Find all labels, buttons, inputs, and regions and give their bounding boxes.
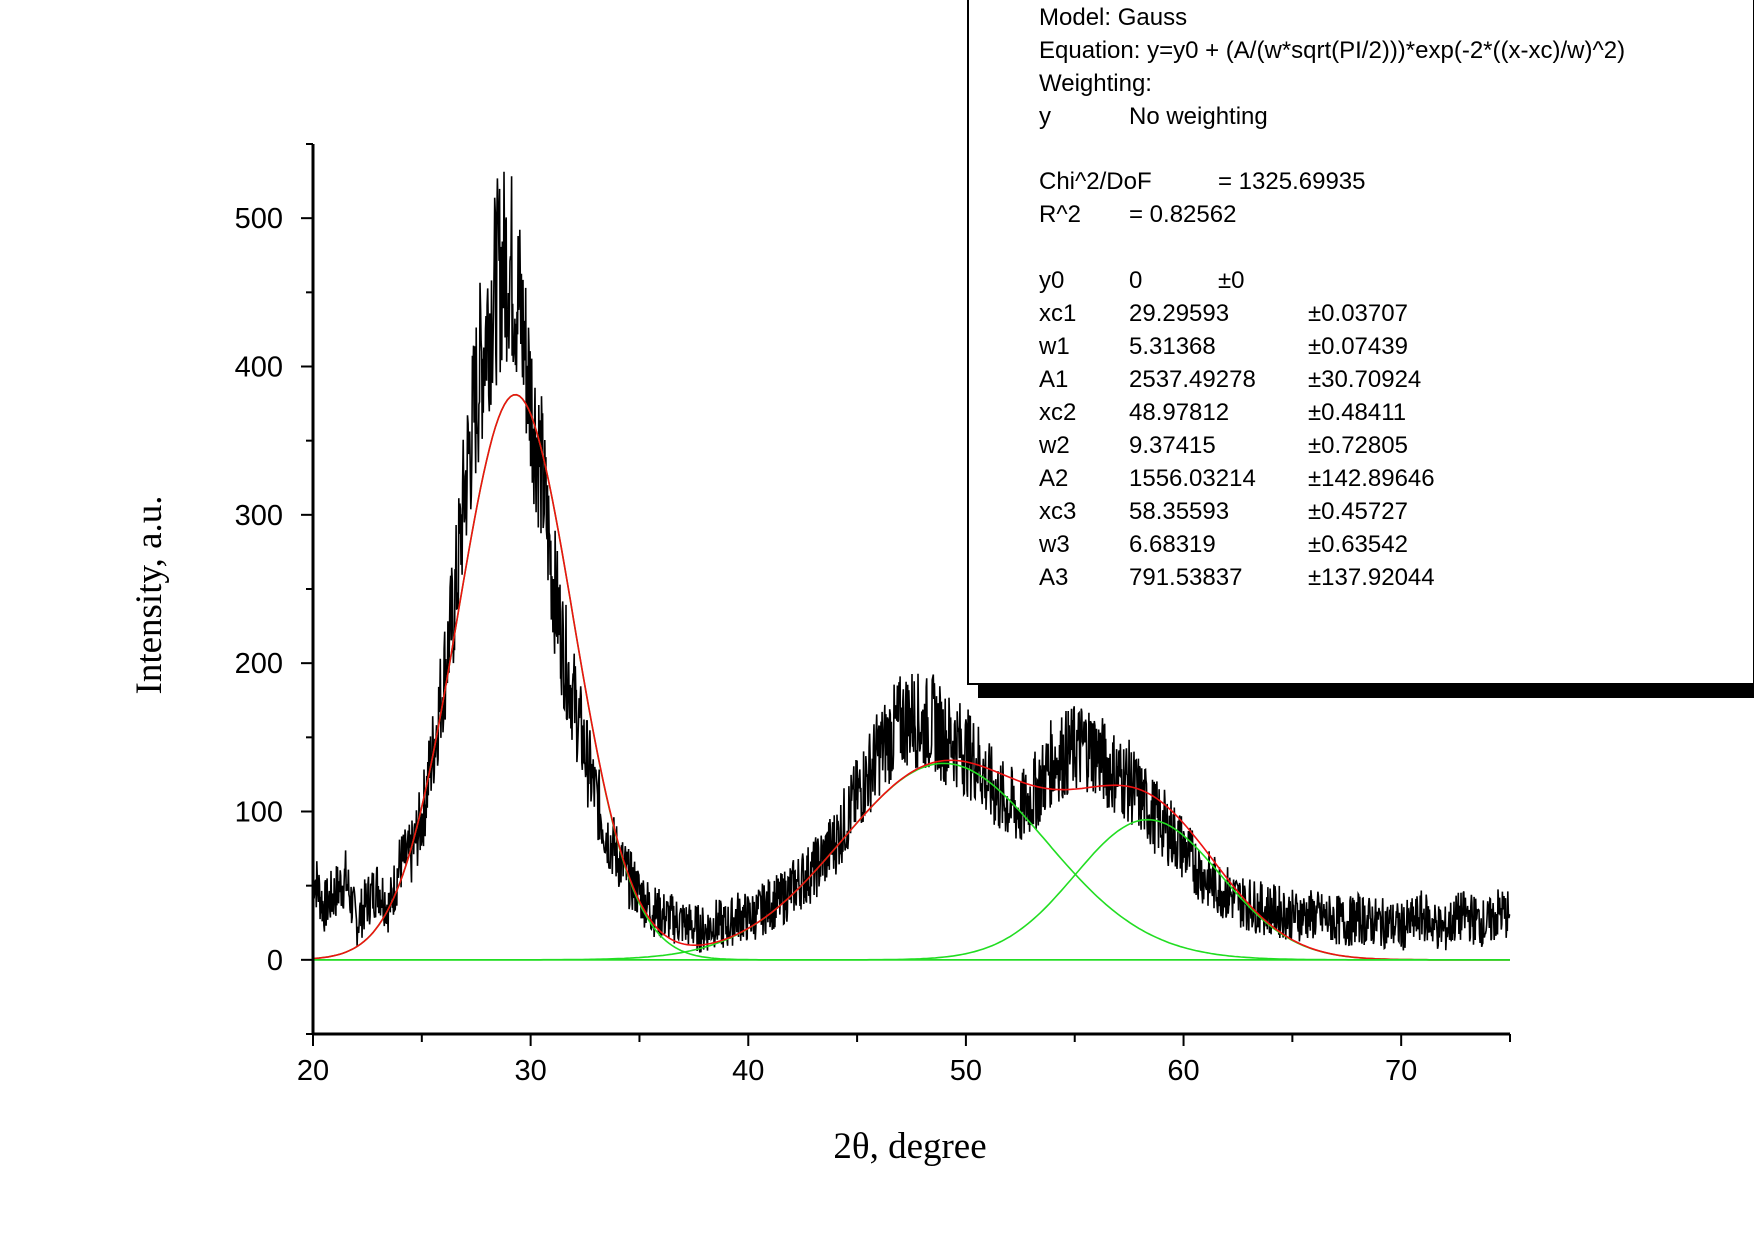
param-error: ±0.48411: [1308, 399, 1406, 426]
weighting-value: No weighting: [1129, 103, 1268, 130]
x-tick-label: 70: [1385, 1055, 1417, 1087]
r2-label: R^2: [1039, 201, 1081, 228]
weighting-var: y: [1039, 103, 1051, 130]
x-tick-label: 60: [1167, 1055, 1199, 1087]
y-tick-label: 300: [235, 500, 283, 532]
results-box-frame: [967, 0, 1754, 685]
y-tick-label: 100: [235, 797, 283, 829]
x-tick-label: 30: [515, 1055, 547, 1087]
param-error: ±30.70924: [1308, 366, 1421, 393]
y-axis-title: Intensity, a.u.: [129, 495, 170, 694]
y-tick-label: 400: [235, 352, 283, 384]
fit-results-box: Model: Gauss Equation: y=y0 + (A/(w*sqrt…: [967, 0, 1754, 698]
y-tick-label: 500: [235, 203, 283, 235]
param-value: 2537.49278: [1129, 366, 1256, 393]
param-name: xc1: [1039, 300, 1076, 327]
axes: 20 30 40 50 60 70 0 100 200 300 400 500: [235, 143, 1511, 1087]
param-name: w1: [1038, 333, 1070, 360]
equation-line: Equation: y=y0 + (A/(w*sqrt(PI/2)))*exp(…: [1039, 37, 1625, 64]
param-value: 5.31368: [1129, 333, 1216, 360]
param-error: ±0.03707: [1308, 300, 1408, 327]
param-error: ±142.89646: [1308, 465, 1435, 492]
param-value: 0: [1129, 267, 1142, 294]
param-value: 48.97812: [1129, 399, 1229, 426]
param-value: 791.53837: [1129, 564, 1242, 591]
weighting-line: Weighting:: [1039, 70, 1152, 97]
param-name: A1: [1039, 366, 1068, 393]
param-name: xc3: [1039, 498, 1076, 525]
param-error: ±0.63542: [1308, 531, 1408, 558]
param-name: A3: [1039, 564, 1068, 591]
y-tick-label: 200: [235, 648, 283, 680]
param-error: ±137.92044: [1308, 564, 1435, 591]
param-value: 29.29593: [1129, 300, 1229, 327]
param-value: 58.35593: [1129, 498, 1229, 525]
param-name: xc2: [1039, 399, 1076, 426]
param-error: ±0: [1218, 267, 1245, 294]
cumulative-fit-curve: [312, 393, 1510, 961]
param-name: w2: [1038, 432, 1070, 459]
param-error: ±0.45727: [1308, 498, 1408, 525]
param-table: y0 0 ±0 xc1 29.29593 ±0.03707 w1 5.31368 ±0.0743…: [1038, 267, 1435, 591]
param-error: ±0.72805: [1308, 432, 1408, 459]
param-value: 1556.03214: [1129, 465, 1256, 492]
param-error: ±0.07439: [1308, 333, 1408, 360]
chi-label: Chi^2/DoF: [1039, 168, 1152, 195]
data-series-line: [312, 171, 1511, 953]
x-tick-label: 50: [950, 1055, 982, 1087]
param-name: y0: [1039, 267, 1064, 294]
x-axis-title: 2θ, degree: [833, 1126, 986, 1167]
plot-area: [312, 171, 1511, 961]
model-line: Model: Gauss: [1039, 4, 1187, 31]
param-name: A2: [1039, 465, 1068, 492]
param-value: 9.37415: [1129, 432, 1216, 459]
r2-value: = 0.82562: [1129, 201, 1236, 228]
param-value: 6.68319: [1129, 531, 1216, 558]
x-tick-label: 20: [297, 1055, 329, 1087]
param-name: w3: [1038, 531, 1070, 558]
x-tick-label: 40: [732, 1055, 764, 1087]
y-tick-label: 0: [267, 945, 283, 977]
chi-value: = 1325.69935: [1218, 168, 1365, 195]
